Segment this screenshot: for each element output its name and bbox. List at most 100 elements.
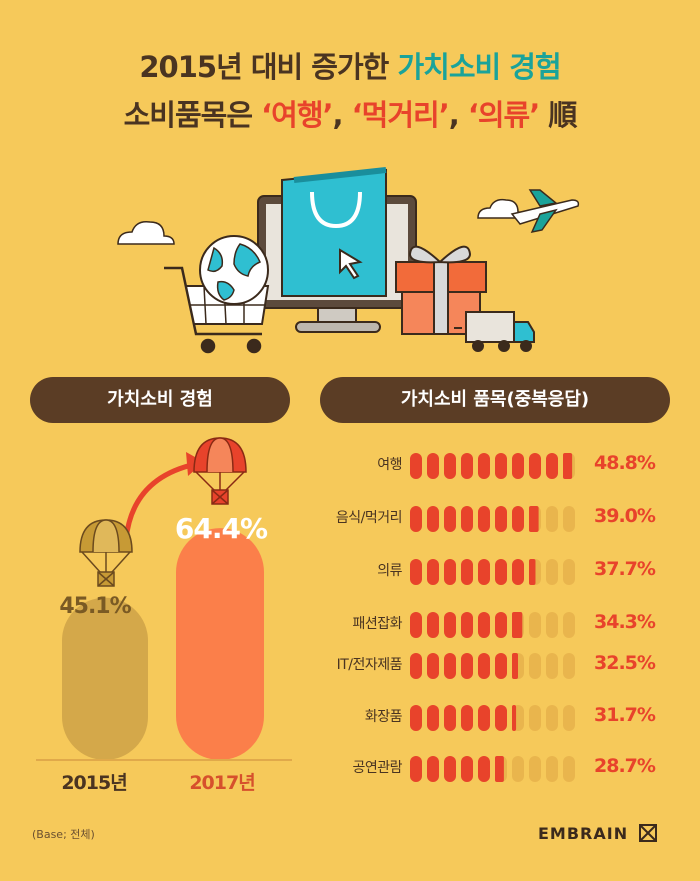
value-label: 34.3% bbox=[594, 611, 656, 633]
dot-empty bbox=[546, 506, 558, 532]
dot-bar-row bbox=[410, 453, 575, 479]
dot-empty bbox=[563, 653, 575, 679]
title-line-2: 소비품목은 ‘여행’, ‘먹거리’, ‘의류’ 順 bbox=[0, 92, 700, 134]
value-label: 31.7% bbox=[594, 704, 656, 726]
dot-filled bbox=[461, 559, 473, 585]
title-line-1: 2015년 대비 증가한 가치소비 경험 bbox=[0, 44, 700, 86]
bar-2017 bbox=[176, 528, 264, 760]
subtitle-sep-2: , bbox=[448, 98, 468, 132]
brand-logo: EMBRAIN bbox=[538, 824, 657, 843]
subtitle-item-travel: ‘여행’ bbox=[261, 98, 333, 132]
left-panel-header: 가치소비 경험 bbox=[30, 377, 290, 423]
dot-bar-row bbox=[410, 612, 575, 638]
dot-filled bbox=[410, 612, 422, 638]
dot-filled bbox=[410, 559, 422, 585]
value-label: 32.5% bbox=[594, 652, 656, 674]
dot-filled bbox=[512, 705, 517, 731]
dot-empty bbox=[546, 559, 558, 585]
dot-empty bbox=[563, 506, 575, 532]
dot-filled bbox=[444, 559, 456, 585]
value-label-2017: 64.4% bbox=[174, 512, 268, 545]
dot-filled bbox=[529, 453, 541, 479]
category-label: 의류 bbox=[377, 563, 402, 579]
dot-filled bbox=[427, 756, 439, 782]
dot-filled bbox=[410, 653, 422, 679]
dot-filled bbox=[461, 756, 473, 782]
dot-filled bbox=[495, 653, 507, 679]
dot-empty bbox=[529, 705, 541, 731]
airplane-icon bbox=[510, 189, 580, 234]
dot-filled bbox=[478, 612, 490, 638]
dot-empty bbox=[512, 756, 524, 782]
value-label: 28.7% bbox=[594, 755, 656, 777]
gift-box-icon bbox=[395, 245, 487, 335]
dot-filled bbox=[512, 506, 524, 532]
dot-empty bbox=[563, 559, 575, 585]
dot-filled bbox=[478, 705, 490, 731]
subtitle-suffix: 順 bbox=[539, 98, 577, 132]
dot-filled bbox=[444, 653, 456, 679]
truck-icon bbox=[448, 311, 535, 352]
dot-filled bbox=[495, 506, 507, 532]
value-label: 37.7% bbox=[594, 558, 656, 580]
dot-bar-row bbox=[410, 559, 575, 585]
title-highlight: 가치소비 경험 bbox=[397, 50, 561, 84]
dot-bar-row bbox=[410, 506, 575, 532]
value-items-chart bbox=[410, 453, 575, 782]
dot-filled bbox=[478, 559, 490, 585]
parachute-icon bbox=[79, 519, 133, 587]
parachute-icon bbox=[193, 437, 247, 505]
value-label: 48.8% bbox=[594, 452, 656, 474]
subtitle-item-food: ‘먹거리’ bbox=[351, 98, 450, 132]
dot-filled bbox=[461, 506, 473, 532]
dot-empty bbox=[546, 705, 558, 731]
dot-filled bbox=[478, 653, 490, 679]
dot-filled bbox=[444, 756, 456, 782]
dot-empty bbox=[546, 653, 558, 679]
category-label: 음식/먹거리 bbox=[335, 510, 403, 526]
dot-filled bbox=[546, 453, 558, 479]
dot-empty bbox=[546, 612, 558, 638]
globe-icon bbox=[199, 235, 269, 305]
dot-bar-row bbox=[410, 705, 575, 731]
dot-filled bbox=[495, 453, 507, 479]
dot-filled bbox=[427, 506, 439, 532]
value-label: 39.0% bbox=[594, 505, 656, 527]
category-label: 공연관람 bbox=[352, 760, 402, 776]
dot-filled bbox=[444, 506, 456, 532]
dot-empty bbox=[529, 756, 541, 782]
dot-empty bbox=[563, 612, 575, 638]
subtitle-sep-1: , bbox=[332, 98, 352, 132]
category-label: 패션잡화 bbox=[352, 616, 402, 632]
category-label: IT/전자제품 bbox=[336, 657, 403, 673]
dot-filled bbox=[478, 756, 490, 782]
brand-mark-icon bbox=[638, 824, 657, 842]
dot-filled bbox=[410, 705, 422, 731]
subtitle-prefix: 소비품목은 bbox=[123, 98, 262, 132]
dot-filled bbox=[495, 705, 507, 731]
dot-filled bbox=[461, 705, 473, 731]
dot-filled bbox=[427, 705, 439, 731]
category-label: 화장품 bbox=[364, 709, 403, 725]
dot-filled bbox=[495, 612, 507, 638]
value-consumption-chart bbox=[36, 452, 292, 761]
dot-empty bbox=[529, 653, 541, 679]
dot-filled bbox=[427, 653, 439, 679]
dot-bar-row bbox=[410, 653, 575, 679]
dot-empty bbox=[563, 705, 575, 731]
dot-filled bbox=[444, 612, 456, 638]
brand-name: EMBRAIN bbox=[538, 824, 629, 843]
dot-filled bbox=[495, 559, 507, 585]
category-label: 여행 bbox=[377, 457, 402, 473]
dot-filled bbox=[444, 705, 456, 731]
dot-filled bbox=[410, 756, 422, 782]
dot-filled bbox=[512, 612, 523, 638]
dot-filled bbox=[410, 453, 422, 479]
dot-filled bbox=[478, 453, 490, 479]
x-tick-2017: 2017년 bbox=[189, 772, 255, 794]
dot-empty bbox=[529, 612, 541, 638]
dot-filled bbox=[478, 506, 490, 532]
subtitle-item-clothing: ‘의류’ bbox=[467, 98, 540, 132]
